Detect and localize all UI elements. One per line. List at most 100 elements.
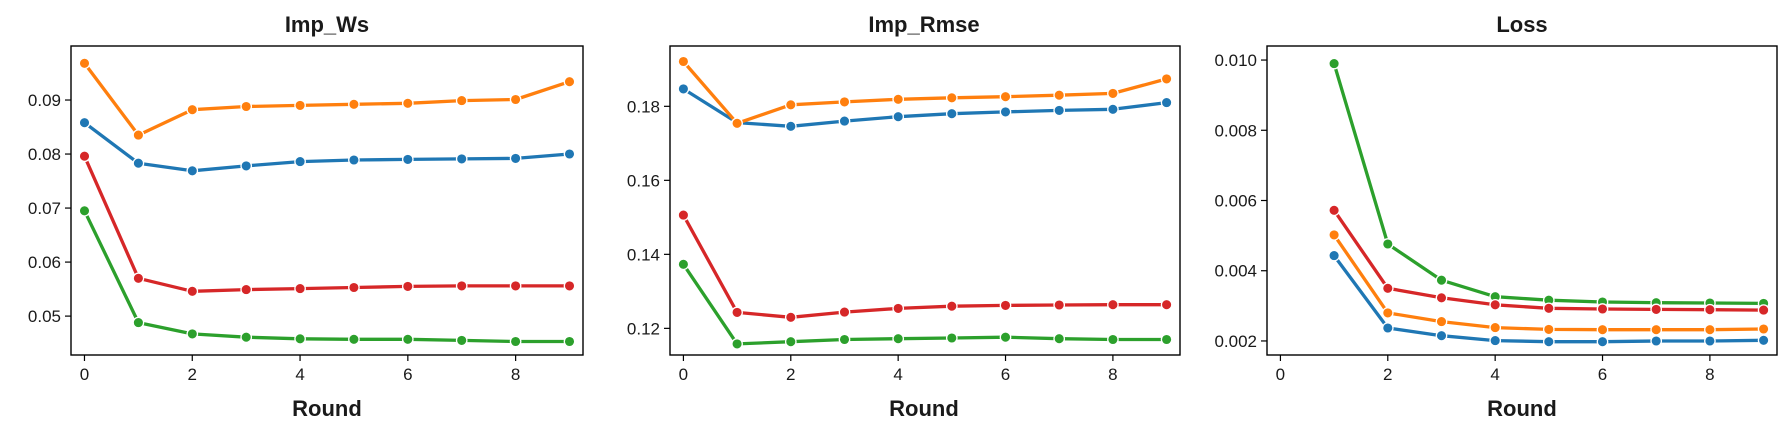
data-point (1489, 321, 1502, 334)
data-point (294, 282, 306, 295)
plot-frame-imp-ws (70, 45, 584, 356)
data-point (132, 157, 145, 170)
data-point (1160, 73, 1173, 85)
data-point (1757, 304, 1770, 316)
data-point (838, 306, 851, 318)
data-point (455, 94, 468, 107)
y-tick-label: 0.14 (627, 245, 660, 264)
data-point (1489, 334, 1502, 347)
x-axis-label-imp-rmse: Round (889, 396, 959, 421)
data-point (892, 332, 905, 345)
data-point (401, 280, 414, 293)
data-point (999, 90, 1012, 103)
data-point (1704, 303, 1716, 316)
data-point (1107, 87, 1119, 100)
data-point (1160, 96, 1173, 109)
data-point (563, 148, 576, 160)
data-point (240, 331, 253, 344)
data-point (1704, 335, 1716, 347)
x-tick-label: 0 (80, 365, 89, 384)
data-point (1328, 229, 1340, 241)
series-line-1 (82, 121, 572, 173)
x-tick-label: 6 (1598, 365, 1607, 384)
data-point (1542, 335, 1555, 348)
data-point (1328, 249, 1340, 262)
data-point (186, 328, 199, 340)
x-tick-label: 8 (511, 365, 520, 384)
data-point (945, 107, 958, 120)
y-tick-label: 0.008 (1214, 121, 1257, 140)
data-point (1435, 329, 1448, 342)
data-point (455, 280, 468, 292)
data-point (784, 335, 797, 348)
data-point (784, 98, 797, 111)
x-tick-label: 2 (188, 365, 197, 384)
data-point (945, 332, 958, 344)
series-line-4 (82, 154, 572, 293)
data-point (1107, 333, 1119, 346)
data-point (1381, 282, 1394, 295)
x-axis-label-loss: Round (1487, 396, 1557, 421)
x-tick-label: 2 (786, 365, 795, 384)
subplot-title-imp-rmse: Imp_Rmse (868, 12, 979, 37)
subplot-imp-ws: Imp_Ws Round 0 2 4 6 8 0.05 0.06 0.07 0.08 0.09 (28, 12, 584, 421)
data-point (1757, 323, 1770, 335)
data-point (731, 338, 743, 350)
data-point (455, 153, 468, 165)
data-point (892, 110, 905, 123)
y-tick-label: 0.06 (28, 253, 61, 272)
data-point (1328, 57, 1340, 70)
data-point (999, 331, 1012, 344)
x-tick-label: 8 (1705, 365, 1714, 384)
data-point (1542, 302, 1555, 315)
y-tick-label: 0.08 (28, 145, 61, 164)
data-point (509, 280, 522, 292)
data-point (1757, 334, 1770, 347)
series-line-2 (82, 61, 572, 137)
data-point (78, 57, 91, 70)
data-point (1107, 298, 1119, 311)
data-point (240, 160, 253, 172)
data-point (1053, 89, 1066, 102)
data-point (348, 281, 360, 294)
series-line-3 (681, 262, 1169, 346)
x-tick-label: 6 (1001, 365, 1010, 384)
y-tick-label: 0.05 (28, 307, 61, 326)
data-point (838, 96, 851, 108)
data-point (455, 334, 468, 347)
x-axis-label-imp-ws: Round (292, 396, 362, 421)
data-point (999, 299, 1012, 312)
subplot-title-loss: Loss (1496, 12, 1547, 37)
data-point (401, 97, 414, 110)
data-point (563, 75, 576, 88)
data-point (1160, 298, 1173, 311)
data-point (838, 115, 851, 127)
data-point (784, 120, 797, 133)
data-point (1435, 291, 1448, 304)
subplot-title-imp-ws: Imp_Ws (285, 12, 369, 37)
x-tick-label: 2 (1383, 365, 1392, 384)
data-point (1381, 238, 1394, 250)
data-point (1650, 323, 1663, 336)
x-tick-label: 0 (679, 365, 688, 384)
data-point (1053, 332, 1066, 345)
data-point (677, 258, 690, 271)
data-point (784, 311, 797, 324)
data-point (731, 306, 743, 319)
data-point (78, 116, 91, 129)
series-line-4 (681, 213, 1169, 319)
data-point (240, 100, 253, 113)
data-point (509, 335, 522, 348)
data-point (78, 204, 91, 217)
y-tick-label: 0.004 (1214, 262, 1257, 281)
data-point (677, 55, 690, 68)
data-point (132, 129, 145, 141)
plot-frame-imp-rmse (669, 45, 1181, 356)
data-point (509, 152, 522, 165)
data-point (294, 155, 306, 168)
data-point (132, 316, 145, 329)
series-line-2 (1332, 233, 1766, 332)
y-tick-label: 0.18 (627, 97, 660, 116)
y-tick-label: 0.09 (28, 91, 61, 110)
